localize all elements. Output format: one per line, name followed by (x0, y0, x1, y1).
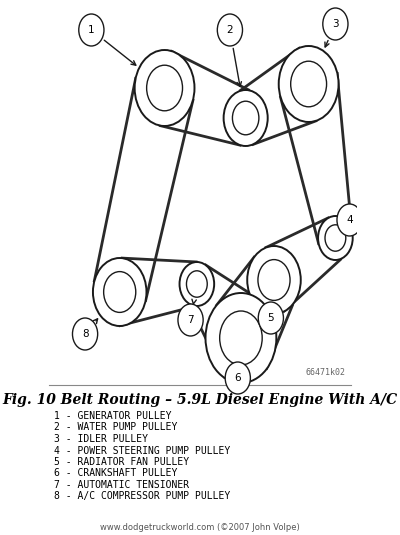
Text: 4: 4 (346, 215, 353, 225)
Text: 3 - IDLER PULLEY: 3 - IDLER PULLEY (54, 434, 148, 444)
Circle shape (147, 65, 182, 111)
Circle shape (323, 8, 348, 40)
Circle shape (224, 90, 268, 146)
Circle shape (225, 362, 250, 394)
Text: Fig. 10 Belt Routing – 5.9L Diesel Engine With A/C: Fig. 10 Belt Routing – 5.9L Diesel Engin… (2, 393, 398, 407)
Text: 1: 1 (88, 25, 95, 35)
Text: 4 - POWER STEERING PUMP PULLEY: 4 - POWER STEERING PUMP PULLEY (54, 446, 230, 455)
Circle shape (279, 46, 338, 122)
Circle shape (180, 262, 214, 306)
Text: 6: 6 (234, 373, 241, 383)
Text: 8: 8 (82, 329, 88, 339)
Text: 3: 3 (332, 19, 339, 29)
Circle shape (258, 302, 284, 334)
Text: 8 - A/C COMPRESSOR PUMP PULLEY: 8 - A/C COMPRESSOR PUMP PULLEY (54, 492, 230, 501)
Circle shape (104, 272, 136, 312)
Circle shape (220, 311, 262, 365)
Text: 2: 2 (227, 25, 233, 35)
Circle shape (72, 318, 98, 350)
Text: 66471k02: 66471k02 (306, 368, 346, 377)
Text: 5: 5 (268, 313, 274, 323)
Circle shape (186, 271, 207, 297)
Circle shape (79, 14, 104, 46)
Circle shape (325, 225, 346, 251)
Circle shape (337, 204, 362, 236)
Circle shape (178, 304, 203, 336)
Text: 5 - RADIATOR FAN PULLEY: 5 - RADIATOR FAN PULLEY (54, 457, 189, 467)
Circle shape (232, 101, 259, 135)
Circle shape (291, 61, 326, 107)
Circle shape (318, 216, 353, 260)
Text: 7: 7 (187, 315, 194, 325)
Text: 2 - WATER PUMP PULLEY: 2 - WATER PUMP PULLEY (54, 423, 177, 432)
Text: www.dodgetruckworld.com (©2007 John Volpe): www.dodgetruckworld.com (©2007 John Volp… (100, 523, 300, 532)
Circle shape (258, 259, 290, 300)
Circle shape (206, 293, 276, 383)
Circle shape (93, 258, 146, 326)
Text: 1 - GENERATOR PULLEY: 1 - GENERATOR PULLEY (54, 411, 171, 421)
Circle shape (135, 50, 194, 126)
Circle shape (217, 14, 242, 46)
Text: 7 - AUTOMATIC TENSIONER: 7 - AUTOMATIC TENSIONER (54, 480, 189, 490)
Text: 6 - CRANKSHAFT PULLEY: 6 - CRANKSHAFT PULLEY (54, 469, 177, 478)
Circle shape (247, 246, 301, 314)
